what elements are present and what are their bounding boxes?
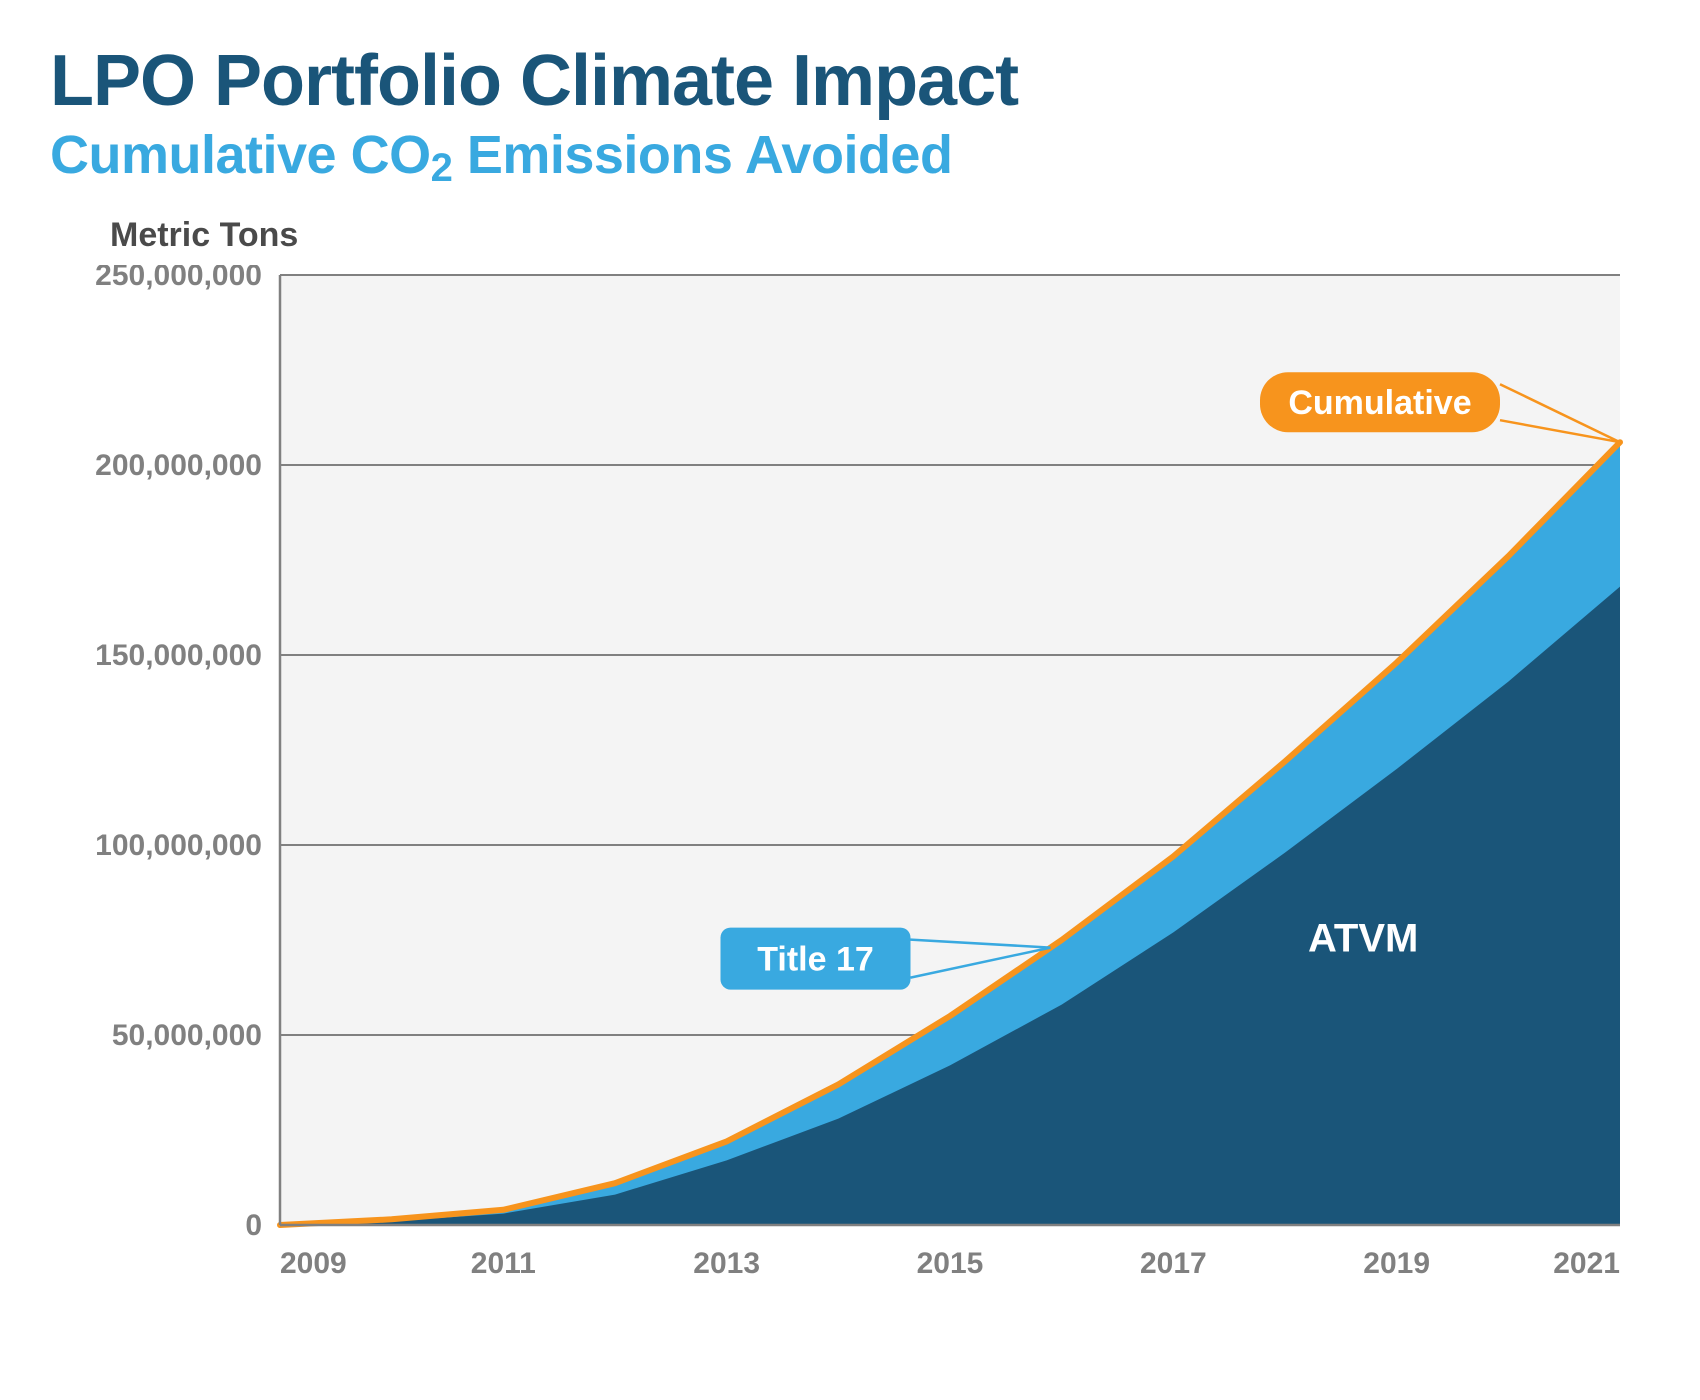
chart-container: 0 50,000,000 100,000,000 150,000,000 200,000… bbox=[50, 265, 1640, 1325]
svg-text:50,000,000: 50,000,000 bbox=[112, 1019, 262, 1052]
svg-text:200,000,000: 200,000,000 bbox=[95, 449, 262, 482]
subtitle-prefix: Cumulative CO bbox=[50, 125, 431, 185]
svg-text:150,000,000: 150,000,000 bbox=[95, 639, 262, 672]
subtitle-suffix: Emissions Avoided bbox=[452, 125, 952, 185]
svg-text:2021: 2021 bbox=[1553, 1247, 1620, 1280]
chart-svg: 0 50,000,000 100,000,000 150,000,000 200,000… bbox=[50, 265, 1640, 1325]
cumulative-callout-label: Cumulative bbox=[1288, 384, 1471, 422]
y-axis-label: Metric Tons bbox=[110, 216, 1650, 255]
svg-text:2015: 2015 bbox=[917, 1247, 984, 1280]
chart-subtitle: Cumulative CO2 Emissions Avoided bbox=[50, 124, 1650, 186]
svg-text:2013: 2013 bbox=[693, 1247, 760, 1280]
svg-text:2017: 2017 bbox=[1140, 1247, 1207, 1280]
svg-text:2009: 2009 bbox=[280, 1247, 347, 1280]
svg-text:250,000,000: 250,000,000 bbox=[95, 265, 262, 292]
title17-callout-label: Title 17 bbox=[757, 941, 874, 979]
chart-title: LPO Portfolio Climate Impact bbox=[50, 40, 1650, 122]
svg-text:100,000,000: 100,000,000 bbox=[95, 829, 262, 862]
atvm-label: ATVM bbox=[1308, 916, 1418, 960]
svg-text:0: 0 bbox=[245, 1209, 262, 1242]
svg-text:2019: 2019 bbox=[1363, 1247, 1430, 1280]
svg-text:2011: 2011 bbox=[471, 1247, 536, 1280]
subtitle-subscript: 2 bbox=[431, 146, 453, 190]
